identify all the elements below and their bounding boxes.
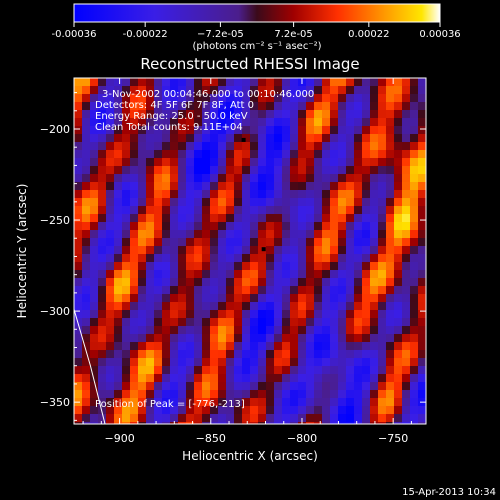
x-tick-label: −850 xyxy=(196,432,226,445)
annotation-detectors: Detectors: 4F 5F 6F 7F 8F, Att 0 xyxy=(95,100,254,111)
marker-point xyxy=(241,137,246,142)
chart-title: Reconstructed RHESSI Image xyxy=(140,55,359,73)
y-axis: −200 −250 −300 −350 xyxy=(40,92,426,421)
colorbar-tick-label: -0.00022 xyxy=(123,29,168,40)
heatmap-image xyxy=(74,78,426,424)
x-axis: −900 −850 −800 −750 xyxy=(82,78,412,445)
marker-point xyxy=(261,247,266,252)
colorbar-tick-label: 0.00022 xyxy=(348,29,389,40)
y-tick-label: −200 xyxy=(40,123,70,136)
colorbar-tick-label: -0.00036 xyxy=(52,29,97,40)
plot-frame xyxy=(73,77,427,425)
y-tick-label: −350 xyxy=(40,396,70,409)
annotation-block: 3-Nov-2002 00:04:46.000 to 00:10:46.000 … xyxy=(95,89,314,410)
x-tick-label: −900 xyxy=(104,432,134,445)
colorbar-tick-label: −7.2e-05 xyxy=(197,29,244,40)
colorbar-tick-label: 7.2e-05 xyxy=(274,29,312,40)
colorbar-tick-label: 0.00036 xyxy=(419,29,460,40)
x-axis-label: Heliocentric X (arcsec) xyxy=(182,449,318,463)
colorbar-gradient xyxy=(73,3,441,23)
annotation-energy-range: Energy Range: 25.0 - 50.0 keV xyxy=(95,111,248,122)
y-tick-label: −250 xyxy=(40,214,70,227)
colorbar: -0.00036 -0.00022 −7.2e-05 7.2e-05 0.00022 0.… xyxy=(52,3,461,52)
y-axis-label: Heliocentric Y (arcsec) xyxy=(15,184,29,319)
colorbar-unit-label: (photons cm⁻² s⁻¹ asec⁻²) xyxy=(192,41,321,52)
x-tick-label: −750 xyxy=(378,432,408,445)
annotation-time-range: 3-Nov-2002 00:04:46.000 to 00:10:46.000 xyxy=(102,89,314,100)
y-tick-label: −300 xyxy=(40,305,70,318)
limb-curve xyxy=(74,309,106,424)
footer-timestamp: 15-Apr-2013 10:34 xyxy=(402,487,496,498)
colorbar-ticks: -0.00036 -0.00022 −7.2e-05 7.2e-05 0.00022 0.… xyxy=(52,22,461,40)
annotation-peak-position: Position of Peak = [-776,-213] xyxy=(95,399,245,410)
x-tick-label: −800 xyxy=(287,432,317,445)
annotation-clean-counts: Clean Total counts: 9.11E+04 xyxy=(95,122,243,133)
